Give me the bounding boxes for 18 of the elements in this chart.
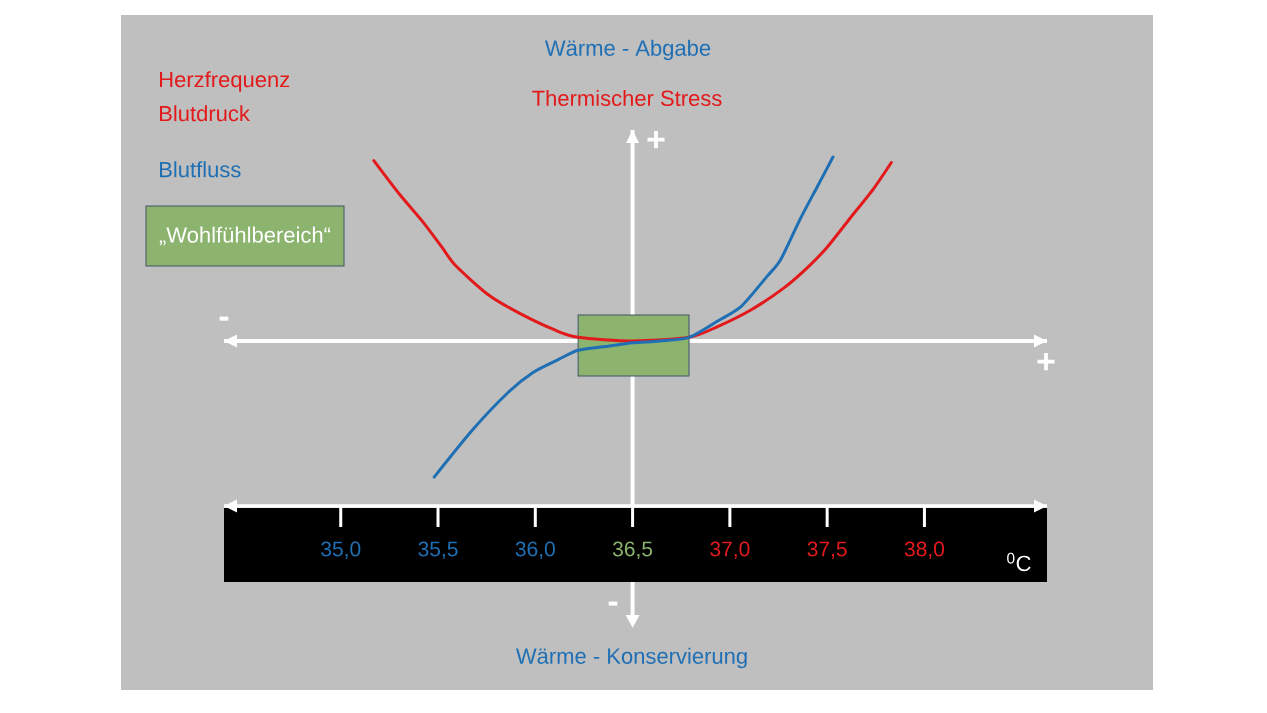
- text: Herzfrequenz Blutdruck: [160, 71, 290, 122]
- x-tick-label: 37,0: [710, 541, 750, 559]
- text: +: [647, 131, 665, 149]
- text: Thermischer Stress: [532, 89, 722, 107]
- text: Wärme - Abgabe: [544, 39, 711, 61]
- text: Blutfluss: [160, 161, 241, 178]
- annotation: +: [1037, 353, 1055, 371]
- annotation: -: [219, 316, 229, 321]
- annotation: „Wohlfühlbereich“: [159, 226, 331, 246]
- x-axis-title: $^{0}$C: [1007, 552, 1031, 572]
- x-tick-label: 38,0: [904, 541, 945, 559]
- x-tick-label: 35,0: [321, 541, 361, 559]
- text: Wärme - Konservierung: [515, 647, 747, 669]
- x-tick-label: 36,5: [612, 541, 653, 559]
- x-tick-label: 36,0: [515, 541, 555, 559]
- x-tick-label: 37,5: [807, 541, 847, 559]
- text: -: [608, 601, 618, 606]
- x-tick-label: 35,5: [418, 541, 458, 559]
